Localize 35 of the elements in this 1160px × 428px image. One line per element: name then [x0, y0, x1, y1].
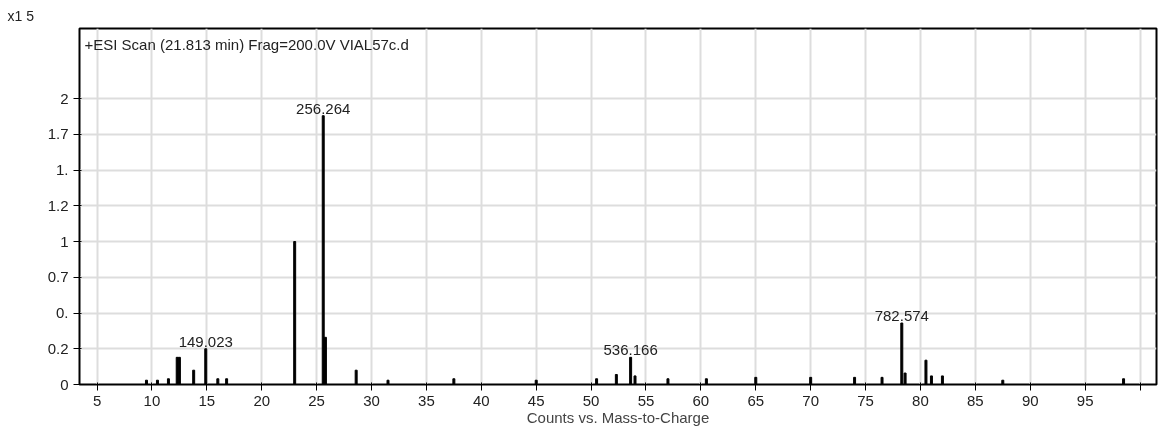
- x-tick-label: 75: [857, 391, 874, 409]
- y-tick-label: 1: [60, 232, 69, 250]
- x-tick-label: 55: [637, 391, 655, 409]
- x-tick-label: 85: [967, 391, 984, 409]
- x-tick-label: 70: [802, 391, 820, 409]
- x-tick-label: 5: [92, 391, 102, 409]
- x-tick-label: 20: [253, 391, 271, 409]
- annotation: 536.166: [603, 341, 658, 359]
- x-tick-label: 15: [198, 391, 216, 409]
- x-tick-label: 50: [582, 391, 600, 409]
- x-tick-label: 35: [418, 391, 435, 409]
- annotation: 256.264: [296, 99, 351, 117]
- y-tick-label: 1.7: [47, 125, 69, 143]
- x-tick-label: 25: [308, 391, 325, 409]
- x-axis-title: Counts vs. Mass-to-Charge: [526, 408, 710, 426]
- x-tick-label: 10: [143, 391, 161, 409]
- y-tick-label: 0.: [55, 304, 69, 322]
- annotation: 782.574: [874, 307, 929, 325]
- y-tick-label: 0.2: [47, 339, 69, 357]
- y-tick-label: 0.7: [47, 268, 69, 286]
- y-tick-label: 1.2: [47, 196, 69, 214]
- x-tick-label: 45: [527, 391, 545, 409]
- x-tick-label: 40: [472, 391, 490, 409]
- y-tick-label: 1.: [55, 161, 69, 179]
- x-tick-label: 90: [1021, 391, 1039, 409]
- x-tick-label: 95: [1076, 391, 1094, 409]
- text: +ESI Scan (21.813 min) Frag=200.0V VIAL57c.d: [84, 35, 409, 53]
- x-tick-label: 30: [363, 391, 380, 409]
- x-tick-label: 65: [747, 391, 765, 409]
- x-tick-label: 80: [912, 391, 929, 409]
- y-axis-title: x1 5: [7, 7, 35, 24]
- y-tick-label: 2: [60, 89, 69, 107]
- y-tick-label: 0: [60, 375, 69, 393]
- annotation: 149.023: [178, 332, 233, 350]
- x-tick-label: 60: [692, 391, 710, 409]
